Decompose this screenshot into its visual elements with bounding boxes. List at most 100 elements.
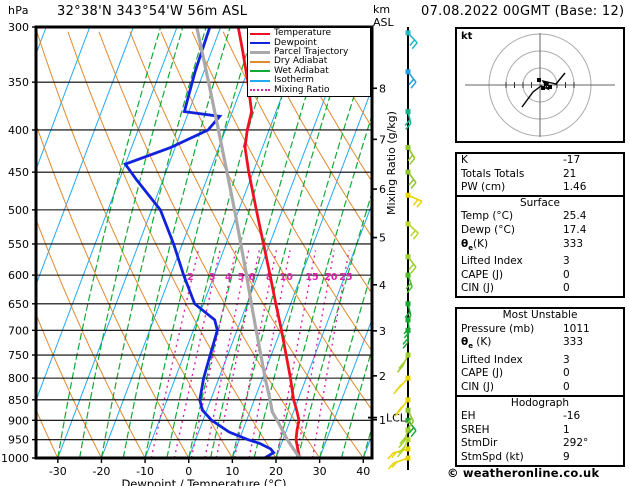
- stat-key: CAPE (J): [461, 367, 504, 380]
- stat-value: 0: [563, 367, 570, 380]
- dry-adiabat-line: [222, 31, 372, 295]
- wind-barb-shaft: [407, 223, 419, 234]
- mixing-ratio-axis-label: Mixing Ratio (g/kg): [385, 111, 398, 215]
- pressure-tick-label: 500: [8, 204, 29, 217]
- mixing-ratio-value: 6: [249, 272, 256, 283]
- wind-barb-feather: [403, 331, 410, 339]
- surface-group: Temp (°C) 25.4 Dewp (°C) 17.4 θe(K) 333 Lifted…: [457, 210, 623, 296]
- plot-area: 2 3 4 5 6 8 10 15 20 25: [36, 27, 450, 458]
- mixing-ratio-line: [173, 250, 221, 458]
- wet-adiabat-line: [188, 27, 304, 458]
- wind-barb-feather: [405, 315, 412, 323]
- pressure-tick-label: 350: [8, 76, 29, 89]
- wind-barb-feather: [399, 437, 406, 445]
- stat-value: -16: [563, 410, 581, 423]
- datetime-title: 07.08.2022 00GMT (Base: 12): [421, 4, 625, 19]
- wind-barb-feather: [402, 337, 409, 345]
- mixing-ratio-line: [311, 250, 350, 458]
- wind-barb-feather: [391, 460, 398, 468]
- legend-item: Isotherm: [250, 76, 368, 85]
- stat-key: StmDir: [461, 437, 498, 450]
- legend-swatch: [250, 32, 270, 35]
- legend-label: Dewpoint: [274, 37, 317, 48]
- stat-row: CAPE (J) 0: [457, 367, 623, 381]
- wind-barb-feather: [408, 178, 415, 186]
- wet-adiabat-line: [340, 346, 372, 458]
- stat-row: CIN (J) 0: [457, 282, 623, 296]
- dry-adiabat-line: [409, 32, 450, 458]
- stat-value: 333: [563, 237, 584, 250]
- stat-value: 0: [563, 268, 570, 281]
- pressure-tick-label: 650: [8, 298, 29, 311]
- stat-row: θe(K) 333: [457, 238, 623, 256]
- temperature-tick-label: 0: [185, 465, 192, 478]
- indices-group: K -17 Totals Totals 21 PW (cm) 1.46: [457, 154, 623, 195]
- legend-swatch: [250, 70, 270, 73]
- wind-barb-feather: [408, 78, 415, 86]
- legend-item: Mixing Ratio: [250, 85, 368, 94]
- wind-barb-feather: [391, 451, 398, 459]
- copyright-footer: © weatheronline.co.uk: [447, 466, 600, 480]
- wind-barb-shaft: [407, 409, 415, 422]
- temperature-tick-label: -20: [92, 465, 110, 478]
- wind-barb-feather: [396, 365, 404, 373]
- stat-row: Totals Totals 21: [457, 168, 623, 182]
- mixing-ratio-line: [233, 250, 278, 458]
- stat-value: 9: [563, 451, 570, 464]
- temperature-tick-label: -10: [136, 465, 154, 478]
- stat-row: Lifted Index 3: [457, 354, 623, 368]
- wind-barb-feather: [407, 154, 414, 162]
- wet-adiabat-line: [209, 27, 328, 458]
- wind-barb-feather: [404, 119, 411, 126]
- mixing-ratio-line: [215, 250, 260, 458]
- wind-barb-feather: [404, 311, 411, 319]
- isotherm-line: [36, 27, 134, 287]
- stat-value: 3: [563, 353, 570, 366]
- stat-row: EH -16: [457, 410, 623, 424]
- wind-barb-feather: [411, 42, 418, 50]
- isotherm-line: [319, 318, 372, 458]
- pressure-tick-label: 900: [8, 414, 29, 427]
- mixing-ratio-value: 4: [225, 272, 232, 283]
- wind-barb-shaft: [407, 147, 416, 159]
- wind-barb-shaft: [407, 32, 418, 44]
- stat-row: K -17: [457, 154, 623, 168]
- legend-label: Mixing Ratio: [274, 84, 330, 95]
- hodograph-point: [541, 86, 545, 90]
- height-tick-label: 8: [379, 82, 386, 95]
- dry-adiabat-line: [440, 32, 450, 458]
- pressure-tick-label: 300: [8, 21, 29, 34]
- wet-adiabat-line: [79, 27, 184, 458]
- wind-barb-feather: [396, 406, 403, 414]
- stat-key: Lifted Index: [461, 353, 523, 366]
- isotherm-line: [57, 27, 222, 458]
- stat-value: 1: [563, 423, 570, 436]
- wet-adiabat-line: [122, 27, 231, 458]
- surface-group-divider: Surface Temp (°C) 25.4 Dewp (°C) 17.4 θe(K) 3…: [457, 194, 623, 296]
- pressure-tick-label: 700: [8, 324, 29, 337]
- mixing-ratio-line: [248, 250, 291, 458]
- mixing-ratio-value: 20: [324, 272, 338, 283]
- stat-value: 1.46: [563, 181, 587, 194]
- pressure-tick-label: 1000: [1, 452, 29, 465]
- most-unstable-title: Most Unstable: [502, 309, 578, 321]
- mixing-ratio-value: 25: [339, 272, 352, 283]
- legend-swatch: [250, 89, 270, 92]
- dry-adiabat-line: [191, 31, 372, 353]
- hodograph-point: [544, 82, 548, 86]
- pressure-axis-unit: hPa: [8, 4, 29, 17]
- height-tick-label: 2: [379, 370, 386, 383]
- wind-barb-shaft: [401, 354, 409, 367]
- wind-barb-feather: [410, 229, 417, 237]
- stat-row: StmSpd (kt) 9: [457, 451, 623, 465]
- pressure-tick-label: 850: [8, 394, 29, 407]
- stat-value: 292°: [563, 437, 589, 450]
- legend-label: Dry Adiabat: [274, 56, 328, 67]
- mixing-ratio-line: [275, 250, 317, 458]
- stat-value: -17: [563, 154, 581, 166]
- wind-barb-shaft: [407, 256, 417, 268]
- wind-barb-shaft: [403, 429, 409, 442]
- height-axis-unit-line2: ASL: [373, 16, 394, 29]
- stat-value: 0: [563, 381, 570, 394]
- wind-barb-feather: [410, 430, 417, 438]
